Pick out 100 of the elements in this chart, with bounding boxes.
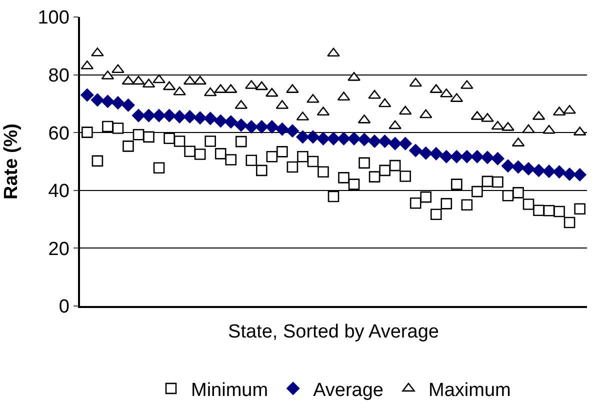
point [419, 146, 432, 160]
point [388, 120, 402, 130]
point [480, 150, 494, 164]
point [276, 122, 289, 136]
point [204, 136, 216, 147]
point [552, 106, 566, 116]
point [554, 206, 565, 218]
point [542, 124, 556, 134]
y-tick-label: 0 [58, 296, 70, 318]
point [246, 154, 258, 166]
point [378, 134, 392, 148]
point [256, 164, 268, 176]
point [389, 160, 401, 172]
point [533, 204, 544, 216]
point [378, 98, 392, 108]
y-tick-label: 40 [48, 181, 70, 202]
point [512, 187, 524, 198]
point [316, 132, 330, 146]
point [491, 120, 504, 130]
point [112, 122, 124, 134]
point [522, 162, 535, 176]
point [440, 198, 452, 210]
point [409, 78, 422, 87]
point [255, 81, 268, 90]
point [327, 48, 340, 57]
point [470, 150, 484, 164]
point [276, 146, 288, 158]
y-tick-label: 100 [38, 8, 70, 29]
point [152, 74, 166, 84]
legend-label: Average [313, 380, 384, 401]
point [430, 208, 442, 220]
point [368, 134, 382, 148]
point [255, 120, 268, 134]
point [266, 88, 278, 97]
point [368, 171, 380, 182]
point [532, 164, 546, 177]
point [286, 124, 299, 138]
point [410, 197, 422, 209]
point [194, 76, 206, 85]
point [152, 109, 166, 122]
point [388, 137, 402, 150]
point [379, 164, 390, 176]
point [337, 132, 350, 146]
point [142, 109, 156, 122]
point [90, 93, 104, 106]
y-tick-label: 60 [48, 123, 70, 144]
point [225, 154, 237, 166]
y-tick-label: 20 [48, 238, 70, 260]
point [235, 136, 247, 148]
point [204, 87, 217, 96]
point [358, 157, 370, 169]
point [348, 178, 360, 190]
point [420, 191, 432, 203]
point [563, 104, 576, 114]
point [318, 166, 329, 178]
point [234, 118, 248, 132]
point [552, 165, 566, 178]
point [512, 160, 525, 174]
point [122, 76, 135, 85]
point [102, 120, 114, 132]
point [122, 98, 135, 112]
point [461, 199, 473, 210]
point [574, 203, 586, 215]
point [173, 86, 186, 96]
point [183, 110, 196, 124]
point [244, 120, 258, 134]
point [502, 190, 514, 202]
point [194, 148, 206, 160]
point [132, 128, 144, 140]
point [266, 150, 278, 162]
point [430, 147, 443, 160]
point [82, 126, 93, 138]
y-tick-label: 80 [48, 65, 70, 86]
point [400, 170, 411, 182]
point [162, 81, 176, 90]
point [214, 148, 226, 160]
point [306, 130, 320, 144]
point [522, 198, 534, 210]
point [409, 144, 422, 158]
point [307, 156, 319, 168]
point [419, 109, 432, 118]
point [398, 106, 412, 115]
point [296, 130, 310, 144]
point [328, 190, 340, 202]
x-axis-title: State, Sorted by Average [228, 321, 439, 342]
point [183, 76, 196, 85]
point [224, 115, 238, 128]
point [122, 140, 134, 152]
point [460, 150, 474, 164]
point [358, 133, 371, 146]
point [164, 132, 175, 144]
point [214, 114, 228, 128]
point [492, 176, 504, 188]
point [174, 136, 186, 147]
point [162, 109, 176, 122]
point [450, 150, 464, 164]
legend-label: Maximum [428, 380, 511, 401]
point [111, 96, 124, 110]
point [491, 152, 504, 166]
point [564, 216, 576, 228]
